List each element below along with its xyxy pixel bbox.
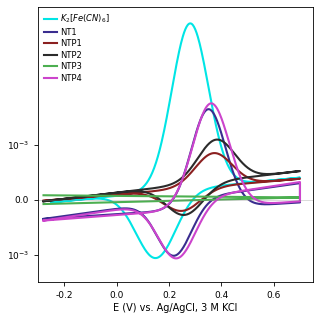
NTP3 xyxy=(228,195,232,199)
NTP4 xyxy=(42,219,45,222)
NTP4 xyxy=(174,257,178,260)
NTP1 xyxy=(164,204,168,207)
NTP2 xyxy=(227,179,231,183)
NTP2 xyxy=(42,199,45,203)
NTP1 xyxy=(256,180,260,184)
NTP1 xyxy=(179,209,183,213)
NT1 xyxy=(73,215,77,219)
NTP4 xyxy=(164,249,168,253)
K₂[Fe(CN)₆] xyxy=(49,201,53,204)
Line: NTP3: NTP3 xyxy=(44,195,300,204)
K₂[Fe(CN)₆] xyxy=(49,201,53,204)
K₂[Fe(CN)₆] xyxy=(80,197,84,201)
NTP2 xyxy=(112,191,116,195)
NTP2 xyxy=(182,213,186,217)
NTP1 xyxy=(73,196,77,200)
NTP4 xyxy=(42,219,45,222)
Line: K₂[Fe(CN)₆]: K₂[Fe(CN)₆] xyxy=(51,23,300,258)
NTP4 xyxy=(112,208,116,212)
NTP2 xyxy=(164,203,168,207)
NTP3 xyxy=(257,195,261,199)
Legend: $K_2[Fe(CN)_6]$, NT1, NTP1, NTP2, NTP3, NTP4: $K_2[Fe(CN)_6]$, NT1, NTP1, NTP2, NTP3, … xyxy=(43,11,111,84)
K₂[Fe(CN)₆] xyxy=(169,238,173,242)
NTP2 xyxy=(243,176,247,180)
NTP1 xyxy=(112,193,116,197)
K₂[Fe(CN)₆] xyxy=(258,180,261,184)
NT1 xyxy=(112,207,116,211)
Line: NTP1: NTP1 xyxy=(44,153,300,211)
K₂[Fe(CN)₆] xyxy=(244,181,248,185)
NTP3 xyxy=(166,194,170,198)
NTP1 xyxy=(227,184,231,188)
NT1 xyxy=(42,217,45,221)
Line: NTP2: NTP2 xyxy=(44,140,300,215)
NTP4 xyxy=(227,192,231,196)
X-axis label: E (V) vs. Ag/AgCl, 3 M KCl: E (V) vs. Ag/AgCl, 3 M KCl xyxy=(114,303,238,313)
NT1 xyxy=(42,217,45,221)
NT1 xyxy=(256,187,260,191)
NTP4 xyxy=(256,187,260,190)
Line: NT1: NT1 xyxy=(44,109,300,256)
NTP3 xyxy=(113,194,117,198)
NTP4 xyxy=(243,188,247,192)
NT1 xyxy=(172,254,175,258)
NTP1 xyxy=(42,199,45,203)
K₂[Fe(CN)₆] xyxy=(229,183,233,187)
Line: NTP4: NTP4 xyxy=(44,103,300,259)
NTP1 xyxy=(42,199,45,203)
NTP3 xyxy=(73,201,77,205)
K₂[Fe(CN)₆] xyxy=(188,21,192,25)
NT1 xyxy=(164,249,168,253)
NT1 xyxy=(227,191,231,195)
NTP2 xyxy=(256,174,260,178)
NTP3 xyxy=(42,193,45,197)
NTP3 xyxy=(244,195,247,199)
NTP3 xyxy=(42,202,45,206)
NTP2 xyxy=(73,196,77,199)
NT1 xyxy=(207,107,211,111)
NTP1 xyxy=(243,182,247,186)
NT1 xyxy=(243,189,247,193)
K₂[Fe(CN)₆] xyxy=(154,256,157,260)
NTP4 xyxy=(209,101,213,105)
K₂[Fe(CN)₆] xyxy=(117,205,121,209)
NTP1 xyxy=(212,151,216,155)
NTP2 xyxy=(42,199,45,203)
NTP2 xyxy=(215,138,219,141)
NTP4 xyxy=(73,216,77,220)
